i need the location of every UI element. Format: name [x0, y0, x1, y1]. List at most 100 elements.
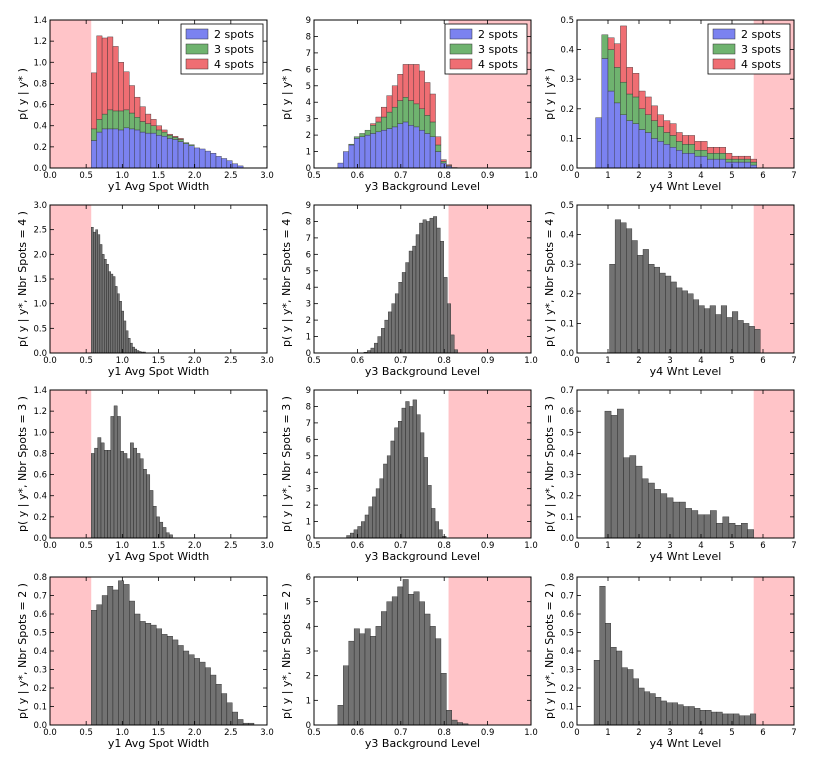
y-tick-label: 3 — [306, 300, 311, 310]
bar-2-spots — [177, 141, 184, 169]
x-axis-label: y1 Avg Spot Width — [108, 737, 209, 750]
bar-4-spots — [657, 114, 664, 127]
bar — [232, 711, 238, 726]
y-tick-label: 0.3 — [560, 260, 574, 270]
bar-3-spots — [719, 152, 726, 160]
bar-2-spots — [145, 132, 152, 169]
excluded-region — [753, 205, 794, 353]
bar — [394, 427, 399, 539]
x-axis-label: y4 Wnt Level — [650, 737, 722, 750]
bar-2-spots — [645, 132, 652, 169]
bar — [434, 521, 439, 539]
bar — [610, 415, 618, 539]
bar — [741, 523, 748, 539]
bar-4-spots — [156, 125, 162, 131]
bar — [343, 665, 349, 726]
bar — [631, 240, 638, 354]
x-tick-label: 5 — [729, 171, 734, 181]
bar — [114, 286, 118, 354]
bar — [149, 490, 154, 539]
bar — [121, 310, 124, 354]
bar-2-spots — [386, 128, 393, 169]
bar-2-spots — [601, 58, 609, 169]
bar — [394, 293, 399, 354]
bar-3-spots — [725, 158, 733, 163]
bar — [97, 234, 101, 354]
bar — [357, 526, 362, 539]
bar-2-spots — [719, 158, 726, 169]
y-tick-label: 0 — [306, 534, 311, 544]
bar-2-spots — [337, 162, 344, 169]
bar-4-spots — [694, 141, 702, 151]
bar-2-spots — [429, 136, 436, 169]
bar — [123, 320, 127, 354]
bar-3-spots — [626, 93, 633, 121]
x-tick-label: 1 — [605, 171, 610, 181]
bar-4-spots — [645, 96, 652, 115]
bar — [139, 621, 146, 726]
bar — [359, 633, 366, 726]
bar-4-spots — [669, 123, 677, 136]
x-tick-label: 4 — [698, 541, 703, 551]
bar — [101, 595, 108, 726]
y-tick-label: 0.6 — [560, 610, 574, 620]
bar — [641, 478, 649, 539]
y-tick-label: 0.6 — [560, 407, 574, 417]
y-tick-label: 1 — [306, 148, 311, 158]
bar — [112, 589, 119, 726]
x-axis-label: y4 Wnt Level — [650, 550, 722, 563]
y-tick-label: 0.6 — [33, 101, 47, 111]
bar — [654, 489, 661, 539]
bar — [159, 521, 164, 539]
x-tick-label: 0 — [574, 541, 579, 551]
bar-4-spots — [91, 72, 97, 130]
bar — [145, 623, 152, 726]
bar — [623, 457, 630, 539]
bar-3-spots — [424, 115, 431, 134]
bar — [672, 501, 680, 539]
y-tick-label: 0.1 — [560, 319, 574, 329]
bar-3-spots — [150, 125, 157, 134]
y-tick-label: 1 — [306, 696, 311, 706]
bar-3-spots — [440, 161, 447, 164]
bar — [599, 586, 606, 726]
bar-2-spots — [408, 125, 415, 169]
x-tick-label: 1 — [605, 541, 610, 551]
bar-2-spots — [595, 117, 602, 169]
bar-3-spots — [391, 106, 398, 128]
bar-2-spots — [123, 127, 130, 169]
legend-swatch — [712, 28, 736, 40]
bar-4-spots — [738, 155, 745, 160]
bar-3-spots — [435, 144, 442, 152]
x-tick-label: 0.5 — [307, 356, 321, 366]
bar-2-spots — [134, 129, 141, 169]
chart-panel-r0c0: 0.0 0.5 1.0 1.5 2.0 2.5 3.0 0.0 0.2 0.4 0.6 0.8 1.0 1… — [16, 16, 274, 193]
x-tick-label: 6 — [760, 541, 765, 551]
x-tick-label: 5 — [729, 541, 734, 551]
bar — [416, 414, 421, 539]
bar-2-spots — [199, 148, 206, 169]
bar — [638, 687, 645, 726]
bar — [715, 314, 722, 354]
y-axis-label: p( y | y*, Nbr Spots = 3 ) — [280, 396, 293, 532]
x-tick-label: 0.7 — [394, 541, 408, 551]
bar-2-spots — [381, 129, 387, 169]
bar-3-spots — [601, 34, 609, 59]
bar — [123, 584, 130, 726]
bar — [722, 713, 729, 726]
plot-frame — [576, 19, 795, 169]
bar — [616, 650, 623, 726]
bar-4-spots — [370, 123, 377, 126]
bar — [617, 408, 624, 539]
x-tick-label: 1 — [605, 356, 610, 366]
bar-3-spots — [161, 131, 168, 137]
excluded-region — [50, 20, 92, 168]
bar-2-spots — [221, 158, 228, 169]
y-tick-label: 0.4 — [33, 492, 47, 502]
bar — [130, 442, 134, 539]
legend-label: 3 spots — [214, 43, 254, 56]
y-tick-label: 0.8 — [33, 79, 47, 89]
x-tick-label: 1 — [605, 728, 610, 738]
bar-4-spots — [700, 141, 708, 151]
legend-label: 2 spots — [741, 28, 781, 41]
